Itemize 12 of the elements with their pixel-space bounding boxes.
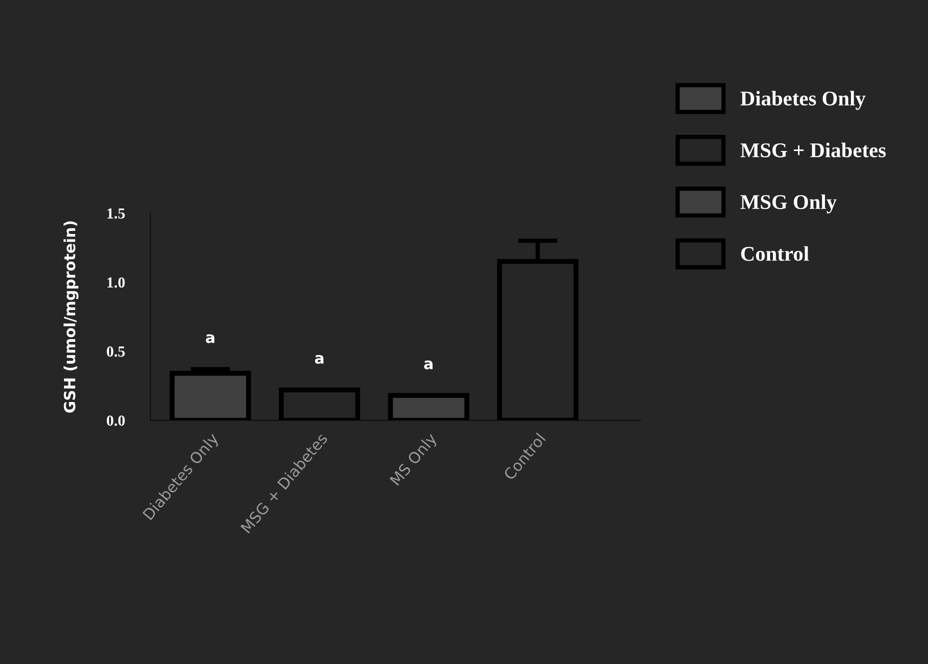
legend-label: MSG Only xyxy=(740,194,837,214)
y-tick-label: 0.0 xyxy=(106,415,125,426)
legend-label: MSG + Diabetes xyxy=(740,142,886,158)
y-tick-label: 0.5 xyxy=(106,346,125,357)
annotation: a xyxy=(314,355,324,364)
legend-label: Diabetes Only xyxy=(740,90,866,110)
annotation: a xyxy=(424,360,433,370)
y-tick-label: 1.5 xyxy=(107,208,125,219)
y-tick-label: 1.0 xyxy=(107,277,125,288)
y-axis-title: GSH (umol/mgprotein) xyxy=(64,221,78,413)
legend-label: Control xyxy=(741,246,809,261)
annotation: a xyxy=(206,334,214,344)
